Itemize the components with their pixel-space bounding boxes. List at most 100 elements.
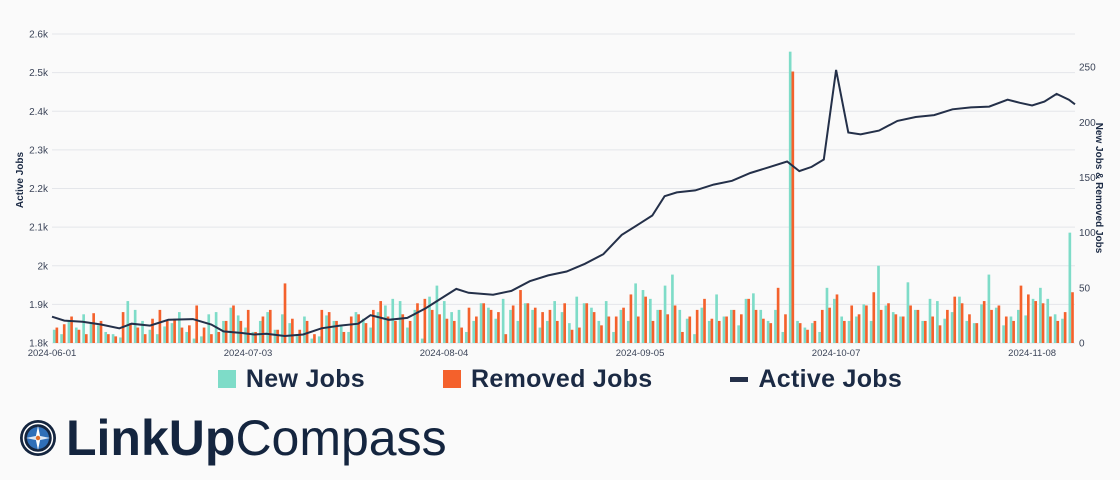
new-jobs-swatch xyxy=(217,370,236,388)
removed-jobs-bar xyxy=(92,313,95,343)
brand-name: LinkUpCompass xyxy=(66,410,447,466)
removed-jobs-bar xyxy=(372,309,375,343)
removed-jobs-bar xyxy=(379,301,383,343)
removed-jobs-bar xyxy=(70,316,73,343)
new-jobs-bar xyxy=(442,301,446,343)
removed-jobs-bar xyxy=(975,323,979,343)
new-jobs-bar xyxy=(744,298,748,343)
removed-jobs-bar xyxy=(1071,292,1074,343)
new-jobs-bar xyxy=(936,301,939,343)
new-jobs-bar xyxy=(1017,309,1020,343)
new-jobs-bar xyxy=(74,327,78,343)
removed-jobs-bar xyxy=(850,305,854,343)
removed-jobs-bar xyxy=(872,292,876,343)
legend-item-removed-jobs[interactable]: Removed Jobs xyxy=(443,365,652,394)
active-jobs-swatch xyxy=(730,376,749,382)
new-jobs-bar xyxy=(413,309,417,343)
left-tick-label: 2.1k xyxy=(29,223,49,234)
new-jobs-bar xyxy=(774,309,777,343)
new-jobs-bar xyxy=(531,309,534,343)
new-jobs-bar xyxy=(52,329,56,343)
new-jobs-bar xyxy=(582,303,586,343)
left-axis-ticks: 1.8k 1.9k 2k 2.1k 2.2k 2.3k 2.4k 2.5k 2.6k xyxy=(29,30,49,350)
new-jobs-bar xyxy=(509,309,512,343)
new-jobs-bar xyxy=(538,327,542,343)
removed-jobs-bar xyxy=(644,296,647,343)
new-jobs-bar xyxy=(766,320,770,343)
removed-jobs-bar xyxy=(430,309,434,343)
legend-label-removed-jobs: Removed Jobs xyxy=(471,364,653,393)
removed-jobs-bar xyxy=(607,316,611,343)
left-tick-label: 1.9k xyxy=(29,300,49,311)
removed-jobs-bar xyxy=(739,314,743,343)
x-axis-ticks: 2024-06-01 2024-07-03 2024-08-04 2024-09-05… xyxy=(28,348,1056,359)
new-jobs-bar xyxy=(671,274,674,343)
removed-jobs-bar xyxy=(99,320,103,343)
x-tick-label: 2024-06-01 xyxy=(28,348,77,359)
legend: New Jobs Removed Jobs Active Jobs xyxy=(0,362,1120,396)
new-jobs-bar xyxy=(1053,314,1057,343)
removed-jobs-bar xyxy=(408,320,412,343)
new-jobs-bar xyxy=(634,283,637,343)
removed-jobs-swatch xyxy=(443,370,462,388)
removed-jobs-bar xyxy=(732,309,736,343)
new-jobs-bar xyxy=(619,309,623,343)
new-jobs-bar xyxy=(60,334,63,343)
new-jobs-bar xyxy=(590,307,593,343)
new-jobs-bar xyxy=(612,331,615,343)
left-tick-label: 1.8k xyxy=(29,339,49,350)
new-jobs-bar xyxy=(833,298,836,343)
removed-jobs-bar xyxy=(475,316,478,343)
legend-label-active-jobs: Active Jobs xyxy=(758,364,903,393)
new-jobs-bar xyxy=(207,314,211,343)
legend-item-active-jobs[interactable]: Active Jobs xyxy=(730,365,902,394)
new-jobs-bar xyxy=(266,312,269,343)
removed-jobs-bar xyxy=(283,283,287,343)
chart: 1.8k 1.9k 2k 2.1k 2.2k 2.3k 2.4k 2.5k 2.6k 0 50 10… xyxy=(15,30,1104,360)
removed-jobs-bar xyxy=(570,329,574,343)
removed-jobs-bar xyxy=(931,316,934,343)
removed-jobs-bar xyxy=(651,320,655,343)
x-tick-label: 2024-08-04 xyxy=(420,348,469,359)
new-jobs-bar xyxy=(899,316,902,343)
removed-jobs-bar xyxy=(769,323,773,343)
new-jobs-bar xyxy=(1068,232,1072,343)
legend-item-new-jobs[interactable]: New Jobs xyxy=(217,365,365,394)
removed-jobs-bar xyxy=(364,323,368,343)
removed-jobs-bar xyxy=(960,303,964,343)
new-jobs-bar xyxy=(170,323,174,343)
removed-jobs-bar xyxy=(614,316,618,343)
new-jobs-bar xyxy=(1009,316,1013,343)
new-jobs-bar xyxy=(1024,315,1028,343)
removed-jobs-bar xyxy=(268,309,272,343)
removed-jobs-bar xyxy=(423,298,427,343)
new-jobs-bar xyxy=(656,309,660,343)
removed-jobs-bar xyxy=(158,309,162,343)
new-jobs-bar xyxy=(465,331,468,343)
removed-jobs-bar xyxy=(276,329,279,343)
new-jobs-bar xyxy=(847,320,851,343)
new-jobs-bar xyxy=(141,320,144,343)
removed-jobs-bar xyxy=(592,312,596,343)
removed-jobs-bar xyxy=(923,320,927,343)
new-jobs-bar xyxy=(148,329,152,343)
removed-jobs-bar xyxy=(62,324,66,343)
new-jobs-bar xyxy=(796,320,799,343)
new-jobs-bar xyxy=(928,298,932,343)
new-jobs-bar xyxy=(185,331,189,343)
new-jobs-bar xyxy=(126,301,130,343)
new-jobs-bar xyxy=(678,309,682,343)
new-jobs-bar xyxy=(575,296,579,343)
new-jobs-bar xyxy=(155,334,159,343)
new-jobs-bar xyxy=(803,327,807,343)
new-jobs-bar xyxy=(523,303,527,343)
removed-jobs-bar xyxy=(1041,303,1045,343)
removed-jobs-bar xyxy=(688,316,692,343)
new-jobs-bar xyxy=(722,316,726,343)
new-jobs-bar xyxy=(818,331,821,343)
new-jobs-bar xyxy=(781,331,785,343)
new-jobs-bar xyxy=(406,327,409,343)
new-jobs-bar xyxy=(729,309,733,343)
new-jobs-bar xyxy=(361,318,365,343)
new-jobs-bar xyxy=(104,331,108,343)
